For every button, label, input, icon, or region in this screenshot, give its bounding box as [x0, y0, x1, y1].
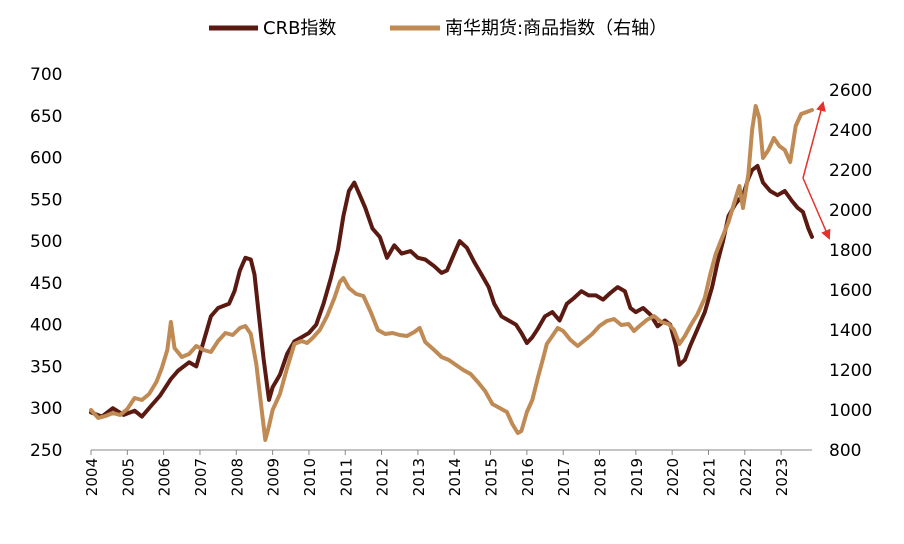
y-left-tick-label: 700 — [30, 65, 62, 85]
x-tick-label: 2010 — [301, 458, 319, 496]
x-tick-label: 2008 — [228, 458, 246, 496]
x-tick-label: 2007 — [192, 458, 210, 496]
series-layer — [89, 104, 814, 442]
x-tick-label: 2022 — [737, 458, 755, 496]
series-line-crb — [89, 163, 814, 419]
x-tick-label: 2017 — [555, 458, 573, 496]
y-left-tick-label: 350 — [30, 357, 62, 377]
y-left-tick-label: 600 — [30, 149, 62, 169]
legend-label-nanhua: 南华期货:商品指数（右轴） — [445, 18, 667, 39]
arrow-up — [802, 101, 826, 179]
x-tick-label: 2005 — [119, 458, 137, 496]
x-tick-label: 2014 — [446, 458, 464, 496]
legend-label-crb: CRB指数 — [263, 18, 336, 39]
y-left-tick-label: 650 — [30, 107, 62, 127]
x-tick-label: 2013 — [410, 458, 428, 496]
y-right-tick-label: 1200 — [829, 361, 872, 381]
y-right-tick-label: 2000 — [829, 201, 872, 221]
x-tick-label: 2006 — [156, 458, 174, 496]
y-left-tick-label: 300 — [30, 399, 62, 419]
y-right-tick-label: 2400 — [829, 121, 872, 141]
y-right-tick-label: 800 — [829, 441, 861, 461]
y-right-tick-label: 1800 — [829, 241, 872, 261]
x-tick-label: 2004 — [83, 458, 101, 496]
x-tick-label: 2009 — [265, 458, 283, 496]
x-tick-label: 2021 — [700, 458, 718, 496]
x-tick-label: 2020 — [664, 458, 682, 496]
x-tick-label: 2018 — [592, 458, 610, 496]
y-left-tick-label: 400 — [30, 316, 62, 336]
y-left-tick-label: 550 — [30, 190, 62, 210]
y-left-tick-label: 450 — [30, 274, 62, 294]
y-right-tick-label: 1000 — [829, 401, 872, 421]
x-tick-label: 2011 — [337, 458, 355, 496]
legend: CRB指数 南华期货:商品指数（右轴） — [209, 18, 667, 39]
x-tick-label: 2019 — [628, 458, 646, 496]
x-tick-label: 2012 — [374, 458, 392, 496]
y-left-tick-label: 250 — [30, 441, 62, 461]
x-tick-label: 2015 — [483, 458, 501, 496]
series-line-nanhua — [89, 104, 814, 442]
x-tick-label: 2016 — [519, 458, 537, 496]
axes: 2004 2005 2006 2007 2008 2009 2010 2011 2012 2013… — [30, 65, 872, 496]
trend-arrows — [802, 101, 831, 240]
y-left-tick-label: 500 — [30, 232, 62, 252]
y-right-tick-label: 2600 — [829, 81, 872, 101]
y-right-tick-label: 2200 — [829, 161, 872, 181]
x-tick-label: 2023 — [773, 458, 791, 496]
y-right-tick-label: 1400 — [829, 321, 872, 341]
arrow-down — [802, 177, 831, 240]
y-right-tick-label: 1600 — [829, 281, 872, 301]
